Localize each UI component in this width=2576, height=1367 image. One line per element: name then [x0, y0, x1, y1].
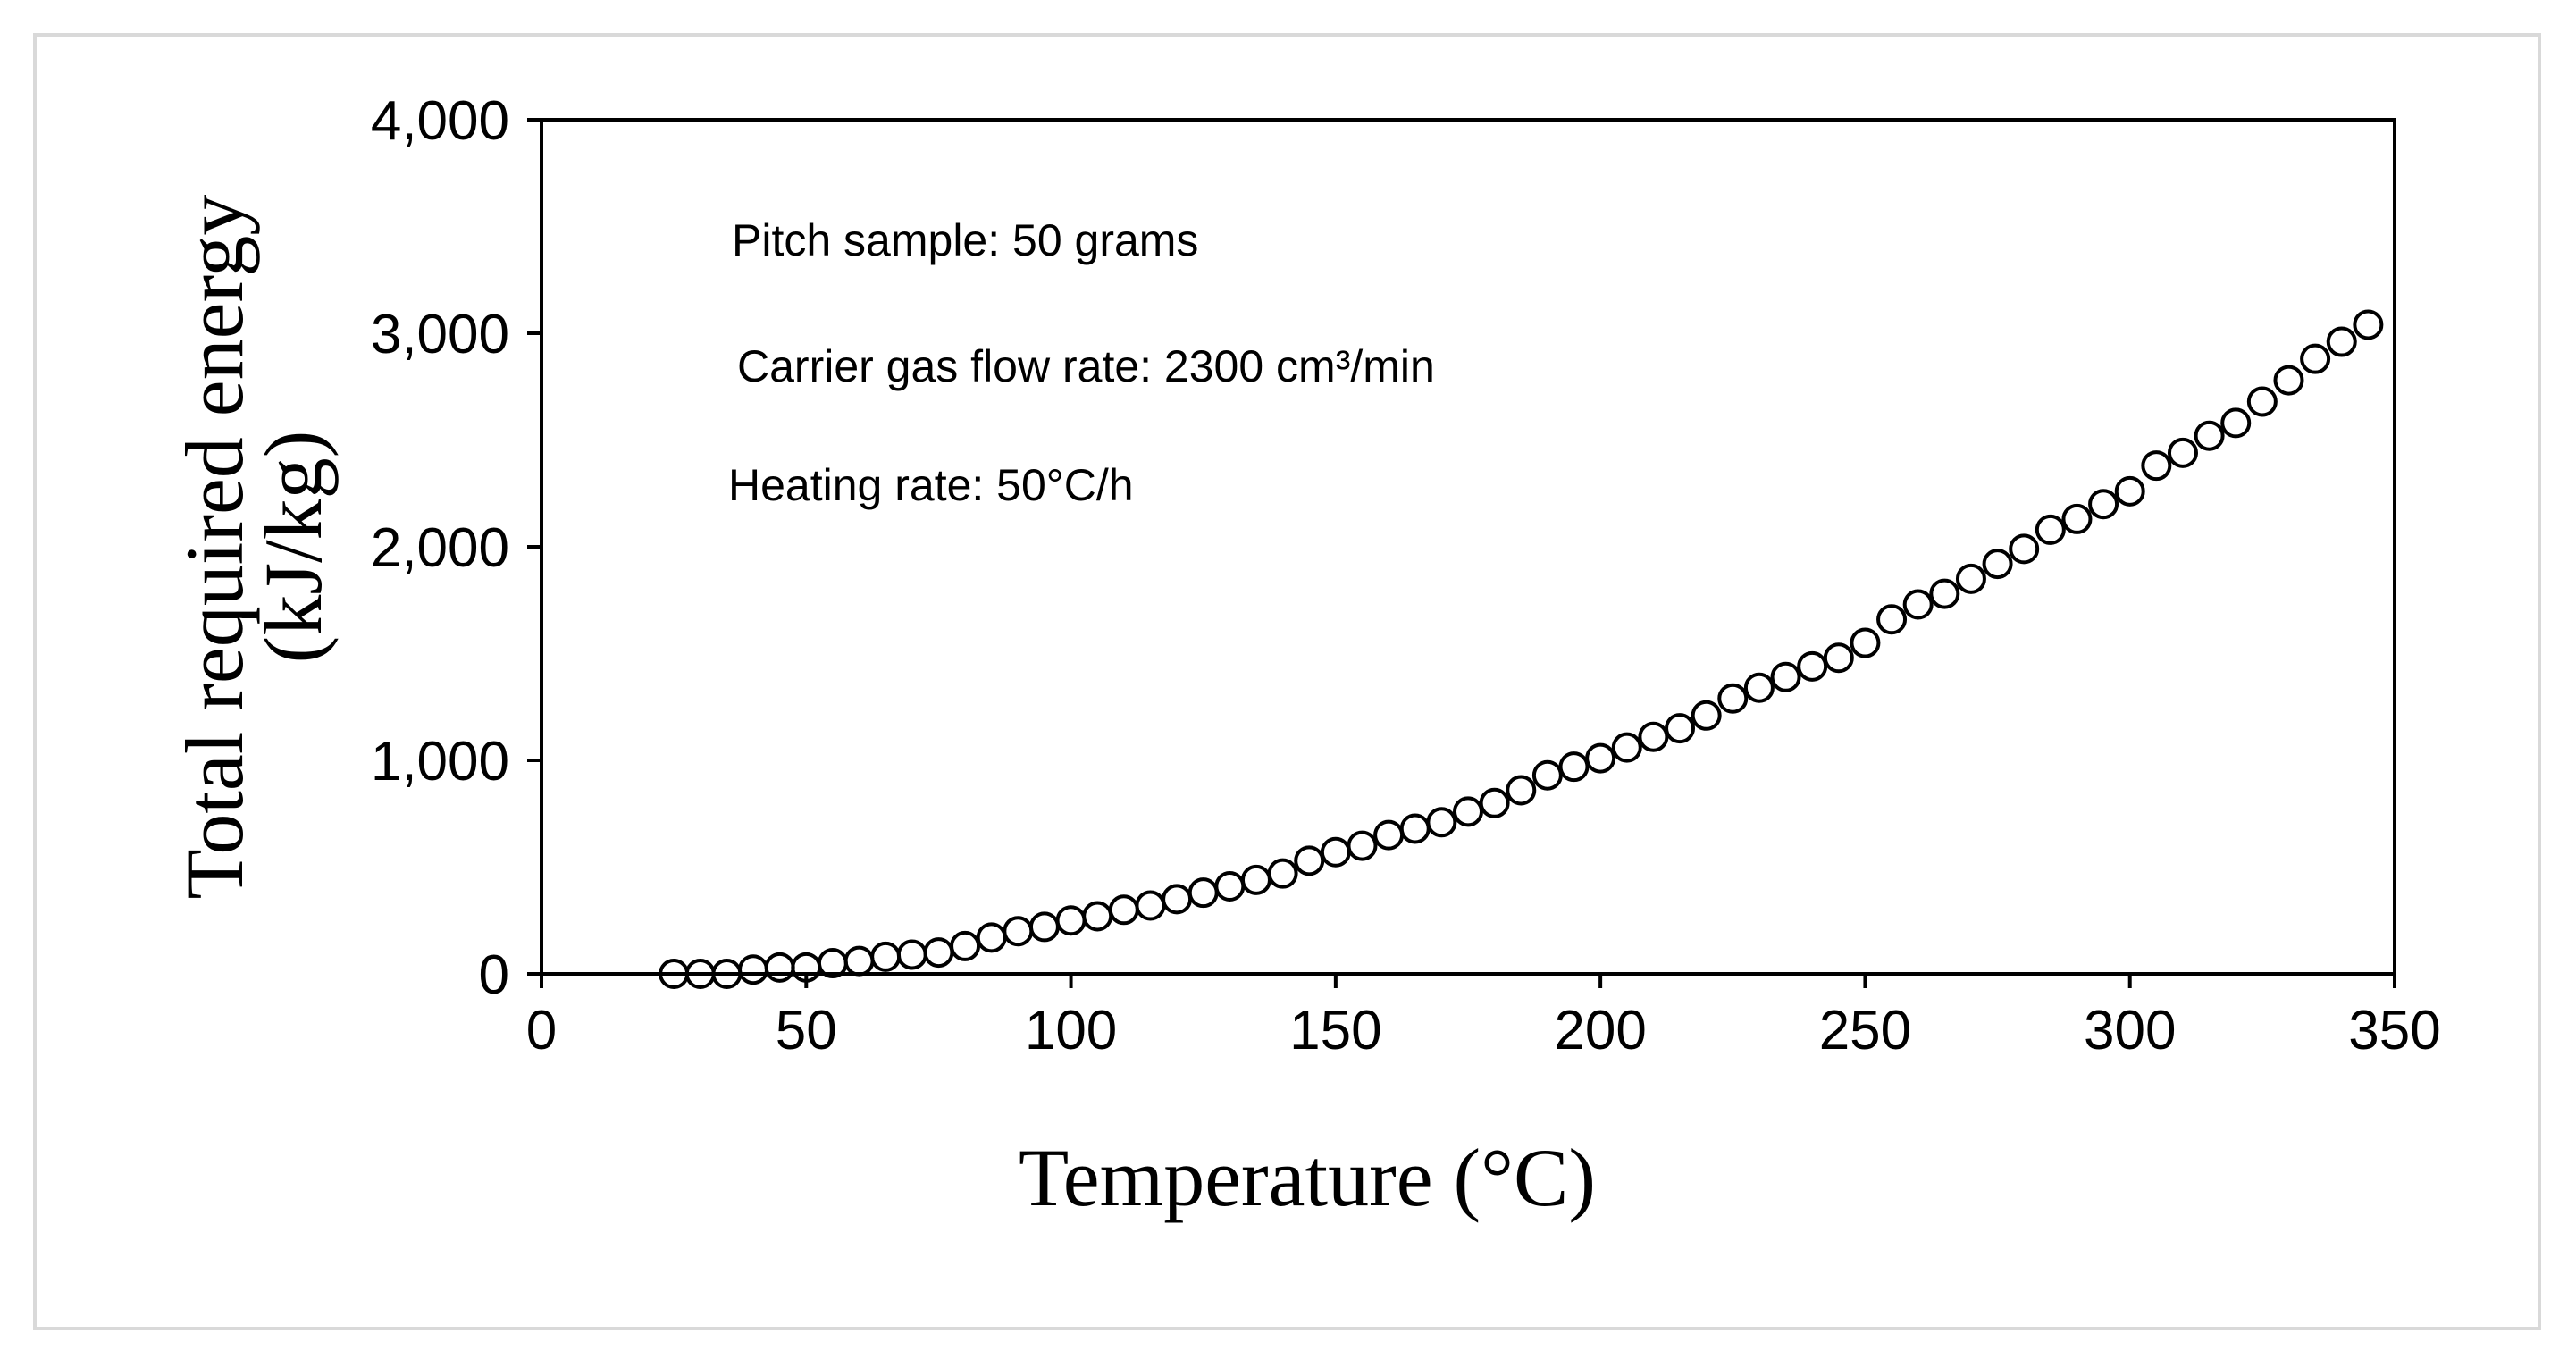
data-point	[2246, 386, 2278, 417]
data-point	[2009, 533, 2040, 565]
data-point	[1850, 627, 1881, 658]
y-axis-title: Total required energy	[169, 195, 260, 900]
scatter-chart: 0 50 100 150 200 250 300 350 0 1,000 2,000 3,000 4,…	[169, 90, 2441, 1223]
data-point	[1823, 642, 1854, 674]
data-point	[2141, 450, 2172, 482]
x-tick-label: 300	[2084, 1000, 2176, 1061]
data-point	[1453, 796, 1483, 827]
data-point	[2353, 309, 2384, 340]
data-point	[950, 930, 981, 961]
x-tick-label: 100	[1025, 1000, 1117, 1061]
data-point	[1717, 683, 1749, 714]
data-point	[923, 937, 954, 969]
data-point	[1665, 713, 1696, 744]
annotation-sample: Pitch sample: 50 grams	[732, 215, 1198, 265]
x-tick-label: 350	[2348, 1000, 2440, 1061]
data-point	[1955, 563, 1986, 594]
data-point	[1240, 864, 1271, 895]
chart-frame: 0 50 100 150 200 250 300 350 0 1,000 2,000 3,000 4,…	[33, 33, 2541, 1330]
data-point	[1558, 751, 1590, 783]
y-tick-label: 4,000	[371, 90, 509, 152]
data-point	[1082, 901, 1113, 932]
data-point	[1373, 819, 1405, 851]
data-point	[976, 922, 1007, 953]
data-point	[2220, 407, 2252, 439]
data-point	[2300, 343, 2331, 374]
data-point	[1162, 884, 1193, 915]
data-point	[1347, 830, 1378, 861]
data-point	[1003, 916, 1034, 947]
data-point	[1506, 775, 1537, 806]
y-tick-label: 0	[479, 944, 509, 1006]
data-point	[2035, 514, 2066, 545]
data-point	[2167, 437, 2198, 468]
x-tick-label: 250	[1819, 1000, 1911, 1061]
y-axis-ticks: 0 1,000 2,000 3,000 4,000	[371, 90, 541, 1006]
data-point	[1691, 700, 1722, 731]
x-tick-label: 200	[1554, 1000, 1646, 1061]
data-point	[2326, 326, 2357, 357]
x-tick-label: 50	[776, 1000, 837, 1061]
y-tick-label: 1,000	[371, 731, 509, 793]
data-point	[738, 954, 769, 985]
data-point	[1982, 549, 2013, 580]
y-tick-label: 2,000	[371, 517, 509, 579]
data-point	[1108, 894, 1139, 926]
x-axis-title: Temperature (°C)	[1019, 1132, 1596, 1223]
data-point	[843, 945, 875, 977]
data-point	[1399, 813, 1431, 844]
data-point	[2114, 475, 2145, 507]
data-point	[1743, 672, 1775, 703]
data-point	[870, 941, 902, 972]
data-point	[1929, 578, 1960, 609]
data-point	[1135, 890, 1166, 921]
data-point	[1294, 845, 1325, 876]
data-point	[2273, 365, 2304, 396]
data-point	[1611, 732, 1642, 763]
data-point	[1214, 871, 1246, 902]
x-tick-label: 150	[1289, 1000, 1381, 1061]
x-tick-label: 0	[526, 1000, 557, 1061]
data-point	[1479, 787, 1510, 818]
data-point	[2061, 503, 2093, 534]
data-point	[1876, 604, 1908, 635]
data-point	[1028, 911, 1060, 943]
data-points	[659, 309, 2384, 989]
data-point	[1797, 650, 1828, 682]
data-point	[1902, 589, 1934, 620]
data-point	[1585, 742, 1616, 774]
data-point	[764, 952, 795, 983]
data-point	[2088, 489, 2119, 520]
data-point	[1531, 759, 1563, 791]
data-point	[1267, 858, 1298, 889]
data-point	[2194, 420, 2225, 451]
x-axis-ticks: 0 50 100 150 200 250 300 350	[526, 974, 2441, 1061]
data-point	[1055, 905, 1087, 936]
data-point	[1187, 877, 1219, 909]
data-point	[1638, 721, 1669, 752]
annotation-flow-rate: Carrier gas flow rate: 2300 cm³/min	[737, 341, 1435, 391]
data-point	[1770, 661, 1801, 692]
y-axis-title-unit: (kJ/kg)	[248, 431, 339, 664]
data-point	[1426, 807, 1457, 838]
data-point	[896, 939, 927, 970]
y-tick-label: 3,000	[371, 304, 509, 365]
annotation-heating-rate: Heating rate: 50°C/h	[728, 460, 1134, 510]
data-point	[1320, 836, 1351, 868]
